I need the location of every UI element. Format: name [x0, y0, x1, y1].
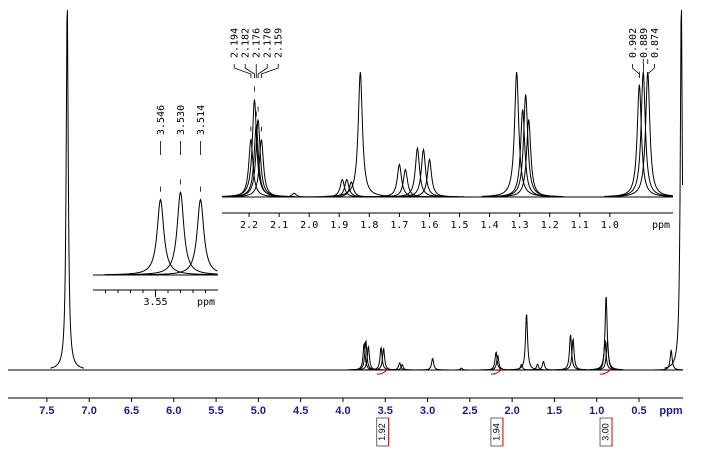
peak [590, 339, 625, 371]
integral-label: 1.94 [491, 423, 501, 441]
x-tick-label: 7.5 [39, 405, 54, 417]
x-tick-label: 1.4 [481, 220, 499, 231]
peak [364, 163, 435, 198]
x-tick-label: 1.9 [330, 220, 348, 231]
peak [370, 168, 441, 198]
x-tick-label: 2.0 [504, 405, 519, 417]
x-tick-label: 6.5 [124, 405, 139, 417]
integral-label: 1.92 [377, 423, 387, 441]
x-tick-label: 1.5 [547, 405, 562, 417]
peak-label: 2.182 [241, 28, 252, 58]
peak-label: 2.194 [230, 28, 241, 58]
x-tick-label: 7.0 [82, 405, 97, 417]
peak [144, 198, 218, 276]
x-tick-label: 1.3 [511, 220, 529, 231]
peak [415, 357, 450, 371]
x-tick-label: 2.2 [240, 220, 258, 231]
x-tick-label: 1.0 [589, 405, 604, 417]
x-tick-label: 5.5 [208, 405, 223, 417]
peak [493, 119, 564, 198]
peak-label: 2.176 [252, 28, 263, 58]
x-tick-label: 1.0 [601, 220, 619, 231]
peak [556, 337, 590, 371]
x-tick-label: 4.0 [335, 405, 350, 417]
integral-curve [376, 367, 390, 375]
x-tick-label: 1.5 [450, 220, 468, 231]
peak-label-leader [257, 64, 268, 78]
peak [124, 190, 218, 276]
x-tick-label: 2.0 [300, 220, 318, 231]
x-tick-label: 1.6 [420, 220, 438, 231]
peak-label-leader [244, 64, 255, 78]
peak-label: 0.902 [628, 28, 639, 58]
peak [526, 360, 561, 371]
peak [221, 138, 286, 198]
peak [394, 157, 465, 198]
x-tick-label: 0.5 [631, 405, 646, 417]
x-tick-label: 1.1 [571, 220, 589, 231]
x-tick-label: 4.5 [293, 405, 308, 417]
x-tick-label: 2.5 [462, 405, 477, 417]
peak-label: 0.889 [639, 28, 650, 58]
peak-label: 3.530 [176, 105, 187, 135]
peak-label-leader [260, 64, 279, 78]
x-tick-label: 3.0 [420, 405, 435, 417]
x-tick-label: 2.1 [270, 220, 288, 231]
peak-label-leader [647, 64, 655, 78]
x-tick-label: 1.7 [390, 220, 408, 231]
peak-label: 3.546 [156, 105, 167, 135]
peak [608, 71, 673, 197]
peak-label: 2.159 [274, 28, 285, 58]
peak [444, 367, 479, 371]
x-tick-label: 3.5 [378, 405, 393, 417]
peak-label-leader [632, 64, 640, 78]
peak [481, 71, 552, 197]
peak [351, 345, 386, 371]
x-tick-label: 1.8 [360, 220, 378, 231]
peak [385, 363, 419, 371]
peak [104, 198, 217, 276]
peak-label: 2.170 [263, 28, 274, 58]
integral-curve [490, 367, 504, 375]
x-axis-label: ppm [197, 297, 215, 308]
integral-label: 3.00 [600, 423, 610, 441]
x-tick-label: 6.0 [166, 405, 181, 417]
peak [223, 119, 294, 198]
integral-curve [599, 367, 613, 375]
peak [325, 71, 396, 197]
x-axis-label: ppm [659, 405, 682, 417]
x-tick-label: 3.55 [143, 297, 167, 308]
peak-label-leader [233, 64, 252, 78]
peak-label: 0.874 [650, 28, 661, 58]
x-tick-label: 1.2 [541, 220, 559, 231]
peak [509, 314, 544, 371]
peak [316, 181, 387, 198]
peak [664, 9, 684, 369]
peak-label: 3.514 [196, 105, 207, 135]
x-tick-label: 5.0 [251, 405, 266, 417]
x-axis-label: ppm [652, 220, 670, 231]
peak [490, 94, 561, 197]
peak [604, 84, 673, 197]
peak [311, 178, 382, 198]
peak [50, 9, 85, 369]
peak [612, 71, 673, 197]
peak [479, 351, 513, 371]
